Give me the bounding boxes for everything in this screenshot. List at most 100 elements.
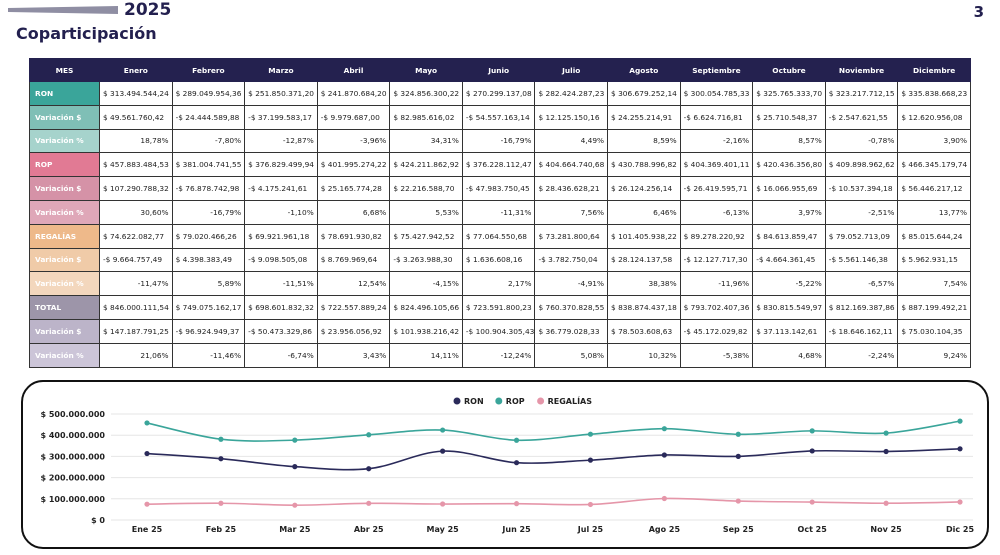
data-point-regalas <box>883 500 889 506</box>
table-cell: $ 401.995.274,22 <box>316 152 391 178</box>
y-tick-label: $ 100.000.000 <box>40 495 105 504</box>
coparticipacion-table: MES Enero Febrero Marzo Abril Mayo Junio Julio A… <box>29 58 971 368</box>
data-point-ron <box>883 448 889 455</box>
table-cell: 21,06% <box>99 342 173 368</box>
data-point-ron <box>144 450 150 457</box>
table-cell: -$ 37.199.583,17 <box>244 104 318 130</box>
table-cell: $ 251.850.371,20 <box>244 81 318 106</box>
table-cell: -$ 3.263.988,30 <box>389 247 463 273</box>
column-header-month: Noviembre <box>824 58 899 82</box>
row-label: RON <box>29 81 100 106</box>
table-row: TOTAL $ 846.000.111,54 $ 749.075.162,17 $ 6… <box>29 295 971 320</box>
table-row: Variación $ -$ 9.664.757,49 $ 4.398.383,49… <box>29 247 971 273</box>
table-cell: -$ 5.561.146,38 <box>824 247 899 273</box>
table-cell: 3,97% <box>752 199 826 225</box>
data-point-rop <box>735 431 741 437</box>
column-header-month: Octubre <box>752 58 826 82</box>
table-cell: -12,24% <box>461 342 536 368</box>
table-row: Variación $ $ 49.561.760,42 -$ 24.444.589,… <box>29 104 971 130</box>
table-cell: 6,68% <box>316 199 391 225</box>
table-cell: -$ 100.904.305,43 <box>461 318 536 344</box>
table-cell: -0,78% <box>824 128 899 154</box>
table-cell: 34,31% <box>389 128 463 154</box>
table-cell: 8,59% <box>607 128 681 154</box>
table-cell: $ 1.636.608,16 <box>461 247 536 273</box>
table-cell: -11,96% <box>679 271 754 297</box>
table-cell: $ 56.446.217,12 <box>897 176 971 201</box>
table-cell: 4,68% <box>752 342 826 368</box>
data-point-rop <box>218 436 224 442</box>
column-header-month: Mayo <box>389 58 463 82</box>
data-point-ron <box>440 448 446 454</box>
column-header-month: Julio <box>534 58 609 82</box>
table-cell: 13,77% <box>897 199 971 225</box>
table-cell: -3,96% <box>316 128 391 154</box>
row-label: Variación $ <box>29 176 100 201</box>
table-cell: $ 4.398.383,49 <box>171 247 246 273</box>
table-cell: $ 78.691.930,82 <box>316 223 391 249</box>
x-tick-label: Oct 25 <box>798 525 828 534</box>
table-cell: $ 22.216.588,70 <box>389 176 463 201</box>
table-cell: $ 101.405.938,22 <box>607 223 681 249</box>
table-cell: $ 37.113.142,61 <box>752 318 826 344</box>
table-cell: $ 5.962.931,15 <box>897 247 971 273</box>
data-point-regalas <box>513 501 520 507</box>
x-tick-label: May 25 <box>427 525 460 534</box>
table-cell: $ 424.211.862,92 <box>389 152 463 178</box>
table-cell: -5,22% <box>752 271 826 297</box>
table-cell: $ 12.620.956,08 <box>897 104 971 130</box>
table-cell: $ 78.503.608,63 <box>607 318 681 344</box>
table-cell: -2,51% <box>824 199 899 225</box>
table-cell: 6,46% <box>607 199 681 225</box>
table-cell: 9,24% <box>897 342 971 368</box>
table-cell: $ 409.898.962,62 <box>824 152 899 178</box>
data-point-regalas <box>366 500 372 506</box>
table-cell: $ 75.427.942,52 <box>389 223 463 249</box>
table-cell: $ 698.601.832,32 <box>244 295 318 320</box>
table-cell: $ 82.985.616,02 <box>389 104 463 130</box>
table-cell: -11,51% <box>244 271 318 297</box>
data-point-regalas <box>735 498 741 504</box>
table-cell: $ 300.054.785,33 <box>679 81 754 106</box>
table-cell: -$ 3.782.750,04 <box>534 247 609 273</box>
legend-marker-regalas <box>537 397 545 405</box>
x-tick-label: Mar 25 <box>279 525 311 534</box>
x-tick-label: Feb 25 <box>206 525 237 534</box>
data-point-ron <box>218 456 224 462</box>
table-cell: -2,24% <box>824 342 899 368</box>
data-point-ron <box>809 448 815 454</box>
table-cell: -$ 4.664.361,45 <box>752 247 826 273</box>
table-cell: $ 324.856.300,22 <box>389 81 463 106</box>
table-cell: $ 25.710.548,37 <box>752 104 826 130</box>
header-year: 2025 <box>124 0 172 20</box>
x-tick-label: Ago 25 <box>649 525 681 534</box>
x-tick-label: Jun 25 <box>501 525 531 534</box>
table-cell: $ 376.829.499,94 <box>244 152 318 178</box>
row-label: Variación % <box>29 271 100 297</box>
table-cell: $ 12.125.150,16 <box>534 104 609 130</box>
table-cell: -6,74% <box>244 342 318 368</box>
table-cell: $ 457.883.484,53 <box>99 152 173 178</box>
table-cell: $ 69.921.961,18 <box>244 223 318 249</box>
table-cell: -11,46% <box>171 342 246 368</box>
y-tick-label: $ 500.000.000 <box>40 410 105 419</box>
table-cell: $ 846.000.111,54 <box>99 295 173 320</box>
table-cell: $ 101.938.216,42 <box>389 318 463 344</box>
table-cell: -12,87% <box>244 128 318 154</box>
table-cell: 30,60% <box>99 199 173 225</box>
row-label: TOTAL <box>29 295 100 320</box>
data-point-regalas <box>809 499 815 505</box>
x-tick-label: Dic 25 <box>946 525 974 534</box>
column-header-month: Febrero <box>171 58 246 82</box>
legend-label-ron: RON <box>464 397 484 406</box>
table-cell: $ 270.299.137,08 <box>461 81 536 106</box>
table-row: Variación % 21,06% -11,46% -6,74% 3,43% 14,11… <box>29 342 971 368</box>
table-cell: $ 73.281.800,64 <box>534 223 609 249</box>
x-tick-label: Ene 25 <box>132 525 163 534</box>
column-header-month: Diciembre <box>897 58 971 82</box>
column-header-month: Enero <box>99 58 173 82</box>
table-cell: $ 313.494.544,24 <box>99 81 173 106</box>
table-cell: -$ 9.098.505,08 <box>244 247 318 273</box>
row-label: Variación $ <box>29 247 100 273</box>
x-tick-label: Jul 25 <box>577 525 604 534</box>
